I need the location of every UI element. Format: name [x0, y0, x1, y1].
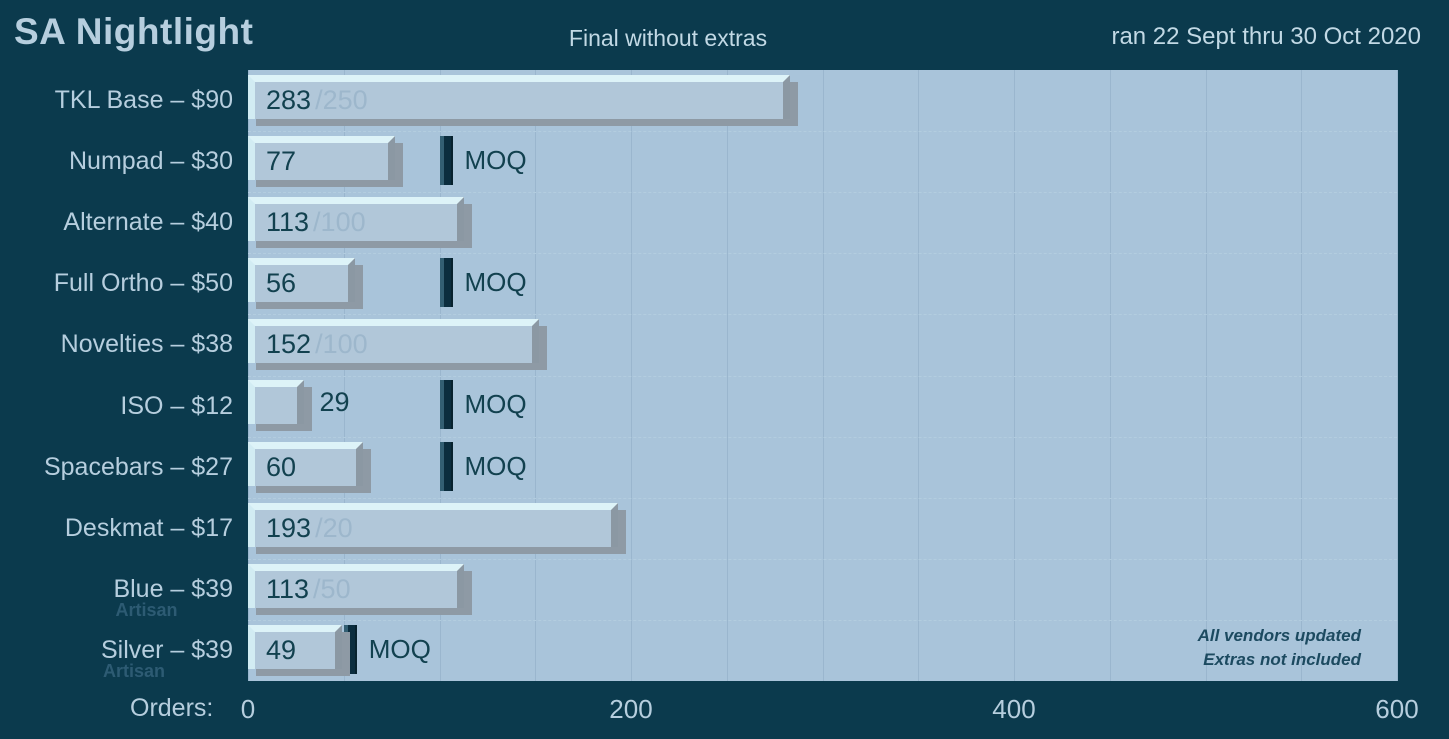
order-bar: 113/100	[248, 197, 465, 242]
moq-label: MOQ	[464, 145, 527, 176]
kit-label: Blue – $39	[113, 574, 233, 603]
gridline-horizontal	[248, 192, 1397, 194]
annotation-line2: Extras not included	[1203, 650, 1361, 670]
bar-rows: 283/250 MOQ 77 113/100 MOQ 56 152/100 MOQ 29 MOQ 6…	[248, 70, 1397, 681]
kit-label: Novelties – $38	[60, 330, 233, 359]
order-count: 283	[266, 85, 312, 115]
kit-sublabel: Artisan	[102, 660, 165, 681]
bar-row: MOQ 49	[248, 620, 1397, 681]
gridline-horizontal	[248, 131, 1397, 133]
bar-row: MOQ 77	[248, 131, 1397, 192]
plot-area: 283/250 MOQ 77 113/100 MOQ 56 152/100 MOQ 29 MOQ 6…	[248, 70, 1398, 681]
kit-label-row: Alternate – $40	[0, 192, 233, 253]
moq-marker	[439, 380, 453, 430]
kit-label: ISO – $12	[120, 391, 233, 420]
bar-row: 193/20	[248, 498, 1397, 559]
goal-count: /100	[315, 329, 368, 360]
moq-marker	[343, 624, 357, 674]
gridline-horizontal	[248, 314, 1397, 316]
kit-sublabel: Artisan	[115, 599, 178, 620]
order-count: 29	[319, 386, 350, 417]
bar-row: 152/100	[248, 314, 1397, 375]
bar-row: 283/250	[248, 70, 1397, 131]
goal-count: /100	[313, 207, 366, 238]
bar-row: 113/100	[248, 192, 1397, 253]
gridline-horizontal	[248, 558, 1397, 560]
order-count: 113	[266, 573, 310, 604]
kit-label: Silver – $39	[100, 635, 233, 664]
order-count: 152	[266, 329, 312, 360]
kit-label-row: Spacebars – $27	[0, 437, 233, 498]
moq-marker	[439, 136, 453, 186]
page-title: SA Nightlight	[14, 11, 254, 52]
x-axis-ticks: 0 200 400 600	[241, 694, 1419, 728]
order-bar: 283/250	[248, 75, 790, 119]
order-count: 49	[266, 634, 297, 665]
x-axis-label: Orders:	[130, 694, 214, 722]
kit-label: Alternate – $40	[63, 208, 233, 237]
moq-label: MOQ	[464, 267, 527, 298]
kit-label-row: Full Ortho – $50	[0, 253, 233, 314]
gridlines	[248, 70, 1398, 681]
goal-count: /20	[315, 512, 353, 543]
order-bar: 77	[248, 136, 396, 181]
kit-label-row: TKL Base – $90	[0, 70, 233, 131]
date-range: ran 22 Sept thru 30 Oct 2020	[1111, 23, 1421, 50]
order-bar	[248, 380, 304, 425]
order-bar: 56	[248, 258, 356, 303]
order-count: 56	[266, 268, 297, 299]
moq-label: MOQ	[464, 450, 527, 481]
order-bar: 193/20	[248, 502, 618, 547]
order-bar: 152/100	[248, 319, 540, 364]
gridline-horizontal	[248, 375, 1397, 377]
order-count: 77	[266, 146, 297, 177]
x-axis-tick: 0	[240, 694, 256, 724]
gridline-horizontal	[248, 497, 1397, 499]
kit-label: TKL Base – $90	[54, 86, 233, 115]
kit-label-row: ISO – $12	[0, 375, 233, 436]
order-bar: 60	[248, 441, 363, 486]
kit-label-row: Novelties – $38	[0, 314, 233, 375]
annotation-line1: All vendors updated	[1197, 625, 1361, 645]
gridline-horizontal	[248, 436, 1397, 438]
bar-row: MOQ 29	[248, 375, 1397, 436]
x-axis-tick: 200	[609, 694, 653, 724]
bar-row: 113/50	[248, 559, 1397, 620]
order-count: 113	[266, 207, 310, 238]
order-bar: 113/50	[248, 563, 465, 608]
x-axis-tick: 400	[992, 694, 1036, 724]
moq-marker	[439, 258, 453, 308]
kit-label-row: Numpad – $30	[0, 131, 233, 192]
chart-subtitle: Final without extras	[568, 25, 768, 51]
moq-label: MOQ	[368, 633, 431, 664]
bar-row: MOQ 60	[248, 437, 1397, 498]
kit-label: Numpad – $30	[68, 147, 233, 176]
order-bar: 49	[248, 624, 342, 669]
goal-count: /50	[313, 573, 351, 604]
annotation: All vendors updated Extras not included	[1198, 624, 1361, 673]
gridline-horizontal	[248, 619, 1397, 621]
kit-label-row: Silver – $39 Artisan	[0, 620, 233, 681]
x-axis-tick: 600	[1375, 694, 1419, 724]
kit-label: Deskmat – $17	[64, 513, 233, 542]
kit-label-row: Blue – $39 Artisan	[0, 559, 233, 620]
gridline-vertical	[1397, 70, 1398, 681]
kit-label: Spacebars – $27	[43, 452, 233, 481]
bar-row: MOQ 56	[248, 253, 1397, 314]
kit-label-row: Deskmat – $17	[0, 498, 233, 559]
kit-labels: TKL Base – $90 Numpad – $30 Alternate – $4…	[0, 70, 233, 681]
moq-marker	[439, 441, 453, 491]
order-count: 60	[266, 451, 297, 482]
kit-label: Full Ortho – $50	[53, 269, 233, 298]
gridline-horizontal	[248, 253, 1397, 255]
order-count: 193	[266, 512, 312, 543]
moq-label: MOQ	[464, 389, 527, 420]
goal-count: /250	[315, 85, 368, 115]
